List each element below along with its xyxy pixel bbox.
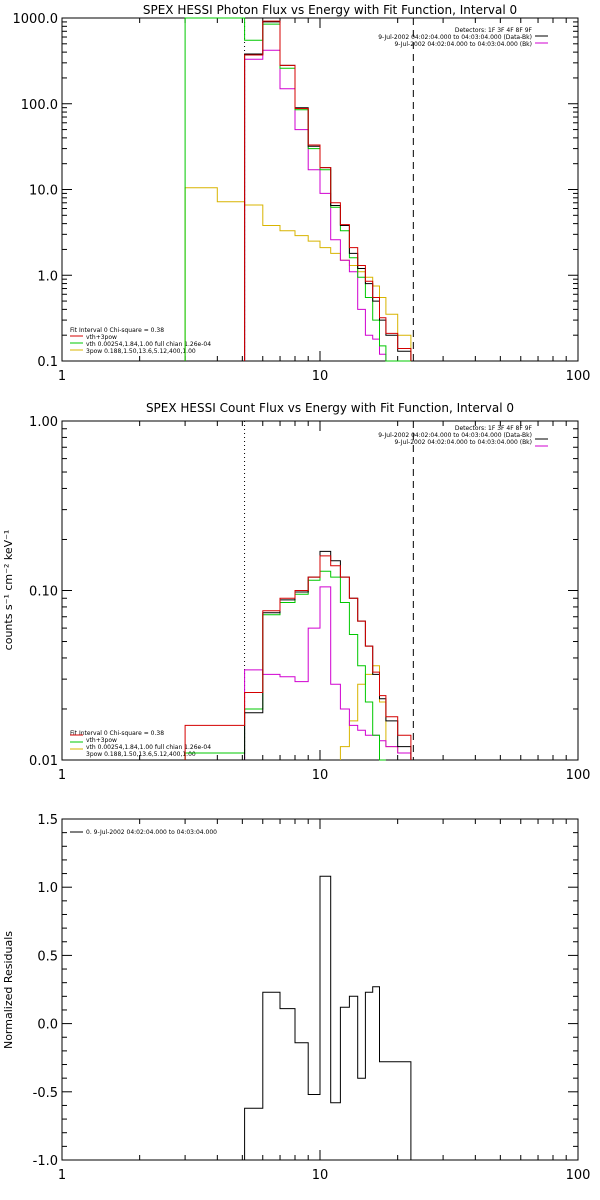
series-data — [244, 875, 412, 1160]
x-tick-label: 1 — [58, 1168, 66, 1183]
count-flux-legend-top: Detectors: 1F 3F 4F 8F 9F 9-Jul-2002 04:… — [378, 425, 532, 446]
photon-flux-legend-top: Detectors: 1F 3F 4F 8F 9F 9-Jul-2002 04:… — [378, 27, 532, 48]
y-tick-label: -0.5 — [33, 1086, 58, 1101]
y-tick-label: 1.00 — [29, 415, 58, 430]
legend-bk: 9-Jul-2002 04:02:04.000 to 04:03:04.000 … — [394, 439, 532, 446]
legend-vth-3pow: vth+3pow — [86, 737, 117, 744]
x-tick-label: 100 — [566, 768, 591, 783]
y-tick-label: 10.0 — [29, 184, 58, 199]
x-tick-label: 10 — [312, 768, 329, 783]
photon-flux-panel: SPEX HESSI Photon Flux vs Energy with Fi… — [13, 3, 591, 384]
y-tick-label: 100.0 — [21, 98, 58, 113]
legend-fit-interval: Fit Interval 0 Chi-square = 0.38 — [70, 327, 164, 334]
count-flux-panel: SPEX HESSI Count Flux vs Energy with Fit… — [2, 401, 590, 783]
y-tick-label: 0.01 — [29, 754, 58, 769]
y-tick-label: 0.10 — [29, 585, 58, 600]
x-tick-label: 100 — [566, 1168, 591, 1183]
legend-interval: 0. 9-Jul-2002 04:02:04.000 to 04:03:04.0… — [86, 829, 217, 836]
x-tick-label: 100 — [566, 369, 591, 384]
x-tick-label: 10 — [312, 369, 329, 384]
y-tick-label: 0.1 — [37, 355, 58, 370]
legend-detectors: Detectors: 1F 3F 4F 8F 9F — [455, 27, 533, 34]
count-flux-ylabel: counts s⁻¹ cm⁻² keV⁻¹ — [2, 530, 15, 651]
x-axis-ticks — [61, 18, 567, 361]
y-tick-label: -1.0 — [33, 1154, 58, 1169]
legend-vth: vth 0.00254,1.84,1.00 full chian 1.26e-0… — [86, 744, 211, 751]
y-axis-ticks — [62, 21, 578, 362]
photon-flux-legend-bottom: Fit Interval 0 Chi-square = 0.38 vth+3po… — [70, 327, 211, 355]
legend-fit-interval: Fit Interval 0 Chi-square = 0.38 — [70, 730, 164, 737]
y-tick-label: 1.5 — [37, 813, 58, 828]
legend-bk: 9-Jul-2002 04:02:04.000 to 04:03:04.000 … — [394, 41, 532, 48]
y-tick-label: 1000.0 — [13, 12, 59, 27]
legend-vth-3pow: vth+3pow — [86, 334, 117, 341]
y-tick-label: 0.5 — [37, 949, 58, 964]
x-axis-ticks — [61, 819, 567, 1160]
legend-data-bk: 9-Jul-2002 04:02:04.000 to 04:03:04.000 … — [378, 34, 532, 41]
photon-flux-title: SPEX HESSI Photon Flux vs Energy with Fi… — [143, 3, 517, 17]
legend-3pow: 3pow 0.188,1.50,13.6,5.12,400,1.00 — [86, 348, 196, 355]
series-thermal — [184, 17, 411, 362]
legend-3pow: 3pow 0.188,1.50,13.6,5.12,400,1.00 — [86, 751, 196, 758]
legend-data-bk: 9-Jul-2002 04:02:04.000 to 04:03:04.000 … — [378, 432, 532, 439]
x-tick-label: 1 — [58, 369, 66, 384]
y-tick-label: 0.0 — [37, 1018, 58, 1033]
y-tick-label: 1.0 — [37, 881, 58, 896]
residuals-panel: Normalized Residuals 0. 9-Jul-2002 04:02… — [2, 813, 590, 1183]
series-total — [184, 555, 412, 760]
series-powerlaw — [184, 187, 412, 361]
count-flux-title: SPEX HESSI Count Flux vs Energy with Fit… — [146, 401, 514, 415]
legend-detectors: Detectors: 1F 3F 4F 8F 9F — [455, 425, 533, 432]
y-axis-ticks — [62, 428, 578, 761]
series-powerlaw — [339, 665, 412, 760]
series-background — [244, 586, 412, 760]
y-axis-ticks — [62, 818, 578, 1161]
legend-vth: vth 0.00254,1.84,1.00 full chian 1.26e-0… — [86, 341, 211, 348]
residuals-ylabel: Normalized Residuals — [2, 931, 15, 1049]
series-thermal — [184, 570, 386, 761]
x-tick-label: 10 — [312, 1168, 329, 1183]
series-total — [244, 20, 412, 361]
residuals-legend-top: 0. 9-Jul-2002 04:02:04.000 to 04:03:04.0… — [86, 829, 217, 836]
y-tick-label: 1.0 — [37, 269, 58, 284]
count-flux-legend-bottom: Fit Interval 0 Chi-square = 0.38 vth+3po… — [70, 730, 211, 758]
x-tick-label: 1 — [58, 768, 66, 783]
x-axis-ticks — [61, 421, 567, 760]
